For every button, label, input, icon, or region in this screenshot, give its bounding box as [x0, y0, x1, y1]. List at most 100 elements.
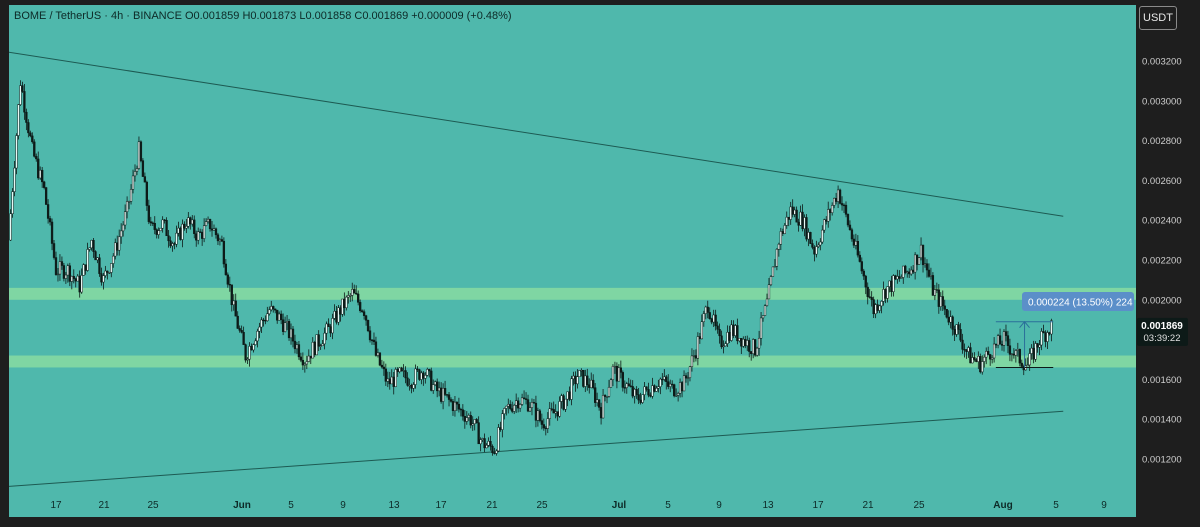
candle-body: [789, 206, 792, 220]
candle-body: [337, 307, 340, 323]
candle-body: [1006, 335, 1010, 346]
candle-body: [813, 247, 816, 255]
candle-body: [315, 334, 318, 356]
candle-body: [74, 278, 77, 282]
candle-body: [258, 326, 261, 332]
candle-body: [740, 338, 743, 347]
candle-body: [293, 340, 297, 350]
candle-body: [829, 209, 832, 213]
candle-body: [248, 346, 251, 360]
candle-body: [360, 310, 364, 312]
candle-body: [1002, 331, 1006, 346]
x-tick-label: 21: [862, 500, 874, 511]
candle-body: [453, 401, 457, 411]
candle-body: [913, 254, 917, 273]
candle-body: [287, 321, 291, 339]
candle-body: [777, 243, 781, 250]
candle-body: [27, 122, 30, 134]
candle-body: [321, 343, 324, 347]
x-tick-label: 25: [147, 500, 159, 511]
candle-body: [90, 240, 93, 249]
y-tick-label: 0.002400: [1142, 216, 1182, 227]
candle-body: [208, 218, 212, 230]
x-tick-label: 21: [486, 500, 498, 511]
candle-body: [594, 387, 597, 403]
candle-body: [382, 366, 386, 370]
candle-body: [655, 388, 658, 392]
candle-body: [971, 357, 974, 364]
candle-body: [757, 338, 761, 349]
candle-body: [815, 246, 818, 255]
candle-body: [558, 401, 561, 417]
candle-body: [333, 311, 336, 319]
candle-body: [122, 224, 125, 232]
candle-body: [690, 355, 694, 367]
candle-body: [888, 280, 891, 287]
candle-body: [264, 320, 267, 322]
candle-body: [149, 221, 152, 224]
candle-body: [981, 361, 984, 373]
y-tick-label: 0.001400: [1142, 415, 1182, 426]
candle-body: [19, 85, 22, 105]
candle-body: [803, 217, 806, 230]
candle-body: [617, 367, 621, 382]
candle-body: [15, 135, 18, 169]
candle-body: [566, 391, 569, 400]
candle-body: [432, 384, 435, 391]
candle-body: [457, 403, 461, 410]
candle-body: [621, 372, 624, 388]
candle-body: [189, 217, 192, 225]
candle-body: [133, 171, 137, 177]
candle-body: [179, 227, 182, 240]
candle-body: [700, 321, 703, 340]
candle-body: [167, 235, 170, 242]
candle-body: [923, 263, 927, 266]
x-tick-label: Jun: [233, 500, 251, 511]
candle-body: [688, 366, 692, 378]
candle-body: [807, 232, 810, 240]
candle-body: [779, 231, 782, 245]
candle-body: [665, 376, 668, 382]
candle-body: [129, 189, 133, 202]
candle-body: [846, 214, 850, 226]
candle-body: [187, 217, 190, 227]
candle-body: [975, 359, 978, 362]
candle-body: [574, 375, 577, 385]
candle-body: [125, 201, 129, 212]
candle-body: [542, 424, 545, 429]
candle-body: [528, 407, 532, 412]
y-tick-label: 0.002200: [1142, 256, 1182, 267]
candle-body: [465, 417, 468, 422]
candle-body: [353, 289, 356, 294]
candle-body: [619, 367, 623, 373]
candle-body: [339, 307, 342, 315]
candle-body: [795, 209, 798, 223]
candle-body: [62, 265, 66, 279]
candle-body: [716, 325, 719, 330]
candle-body: [684, 375, 688, 379]
candle-body: [226, 274, 229, 285]
candle-body: [540, 420, 544, 425]
candle-body: [904, 265, 907, 273]
candle-body: [657, 386, 660, 389]
candle-body: [526, 399, 530, 412]
candle-body: [912, 269, 915, 273]
candle-body: [799, 211, 802, 226]
currency-selector-button[interactable]: USDT: [1139, 6, 1177, 30]
chart-plot-area[interactable]: [9, 5, 1136, 517]
candle-body: [827, 209, 830, 222]
x-tick-label: 17: [812, 500, 824, 511]
candle-body: [31, 135, 34, 143]
candle-body: [765, 298, 769, 306]
candle-body: [698, 336, 702, 340]
candle-body: [724, 343, 727, 347]
x-tick-label: 9: [1101, 500, 1107, 511]
candle-body: [94, 251, 97, 261]
candle-body: [291, 328, 295, 342]
candle-body: [957, 324, 960, 330]
candle-body: [201, 231, 204, 239]
candle-body: [441, 388, 445, 402]
candle-body: [392, 376, 395, 387]
candle-body: [513, 405, 516, 412]
